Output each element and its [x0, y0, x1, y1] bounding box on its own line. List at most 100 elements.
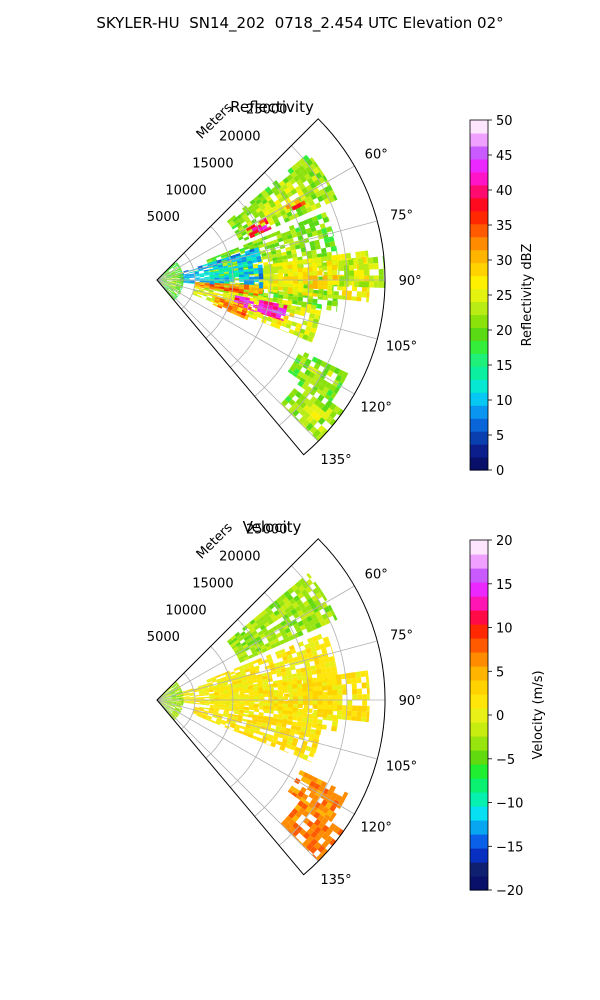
echo-bin [238, 712, 244, 717]
echo-bin [233, 692, 239, 696]
echo-bin [242, 205, 248, 212]
echo-bin [270, 322, 277, 328]
echo-bin [299, 731, 306, 737]
echo-bin [309, 808, 317, 816]
colorbar-segment [470, 223, 488, 238]
colorbar-segment [470, 262, 488, 277]
echo-bin [317, 401, 326, 410]
echo-bin [176, 277, 182, 279]
echo-bin [316, 376, 324, 384]
echo-bin [266, 645, 272, 651]
echo-bin [259, 213, 266, 219]
echo-bin [278, 703, 284, 707]
echo-bin [325, 666, 332, 673]
echo-bin [349, 270, 355, 276]
echo-bin [256, 678, 262, 683]
echo-bin [282, 265, 288, 270]
echo-bin [304, 622, 311, 629]
echo-bin [225, 252, 231, 257]
echo-bin [307, 695, 313, 700]
echo-bin [223, 303, 229, 307]
echo-bin [172, 711, 178, 715]
echo-bin [292, 409, 300, 417]
echo-bin [273, 696, 279, 700]
echo-bin [198, 709, 204, 712]
echo-bin [282, 685, 288, 690]
echo-bin [247, 714, 254, 718]
echo-bin [209, 698, 215, 700]
echo-bin [261, 224, 268, 230]
echo-bin [310, 245, 316, 251]
echo-bin [302, 271, 308, 276]
echo-bin [337, 700, 343, 706]
echo-bin [176, 704, 182, 707]
echo-bin [327, 275, 333, 280]
echo-bin [262, 315, 268, 321]
colorbar-segment [470, 210, 488, 225]
echo-bin [223, 262, 229, 266]
echo-bin [218, 268, 224, 271]
echo-bin [259, 615, 266, 622]
echo-bin [288, 658, 294, 664]
echo-bin [301, 423, 307, 429]
echo-bin [261, 672, 267, 677]
echo-bin [316, 229, 323, 236]
echo-bin [172, 264, 177, 269]
echo-bin [224, 275, 230, 278]
echo-bin [171, 698, 177, 700]
echo-bin [299, 243, 306, 249]
echo-bin [239, 725, 246, 730]
azimuth-tick-label: 90° [399, 274, 422, 289]
echo-bin [175, 682, 178, 685]
echo-bin [314, 610, 322, 618]
echo-bin [274, 327, 280, 330]
echo-bin [197, 712, 203, 716]
echo-bin [171, 278, 177, 280]
echo-bin [255, 647, 262, 653]
echo-bin [297, 592, 305, 599]
echo-bin [308, 656, 315, 662]
echo-bin [176, 702, 182, 704]
echo-bin [298, 165, 306, 173]
echo-bin [174, 289, 179, 292]
echo-bin [210, 301, 216, 304]
reflectivity-azimuth-labels: 60° 75° 90° 105° 120° 135° [320, 148, 421, 469]
echo-bin [342, 689, 348, 695]
echo-bin [214, 706, 220, 710]
echo-bin [301, 589, 309, 597]
echo-bin [243, 689, 249, 693]
echo-bin [199, 700, 205, 703]
echo-bin [174, 709, 179, 712]
echo-bin [251, 735, 258, 740]
echo-bin [165, 273, 171, 276]
echo-bin [287, 711, 293, 715]
echo-bin [300, 727, 306, 732]
echo-bin [366, 682, 370, 689]
echo-bin [171, 276, 177, 278]
echo-bin [290, 608, 298, 615]
echo-bin [171, 278, 177, 280]
figure-title: SKYLER-HU SN14_202 0718_2.454 UTC Elevat… [96, 14, 504, 32]
echo-bin [261, 318, 267, 324]
echo-bin [166, 283, 171, 286]
echo-bin [305, 745, 312, 752]
echo-bin [229, 275, 235, 278]
echo-bin [234, 726, 240, 731]
echo-bin [253, 687, 259, 692]
echo-bin [161, 695, 166, 698]
echo-bin [247, 263, 253, 267]
echo-bin [314, 328, 317, 334]
echo-bin [234, 697, 240, 700]
echo-bin [161, 281, 167, 284]
echo-bin [305, 666, 312, 672]
echo-bin [351, 296, 357, 301]
colorbar-segment [470, 184, 488, 199]
echo-bin [301, 722, 307, 728]
echo-bin [174, 688, 179, 691]
echo-bin [176, 697, 182, 699]
echo-bin [277, 265, 283, 270]
echo-bin [316, 668, 322, 675]
echo-bin [352, 705, 358, 712]
echo-bin [220, 254, 227, 259]
echo-bin [170, 294, 175, 299]
